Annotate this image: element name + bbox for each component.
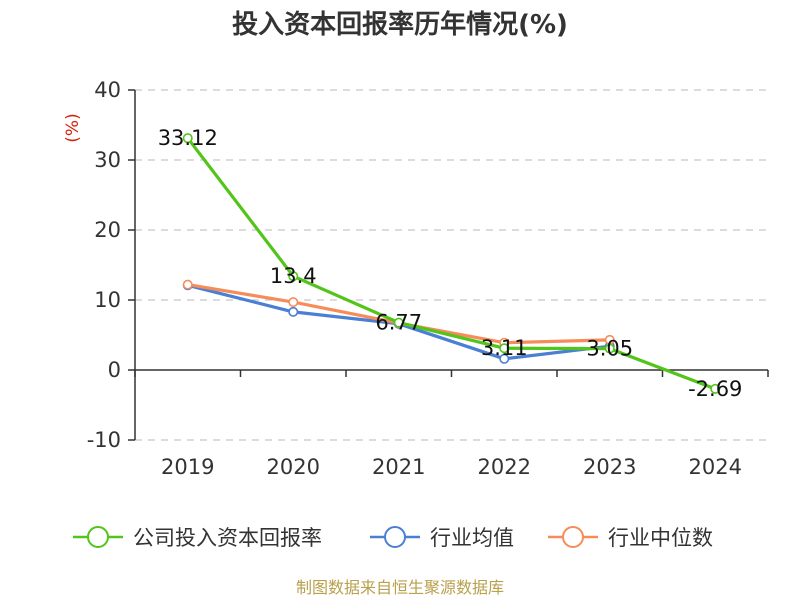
legend: 公司投入资本回报率 行业均值 行业中位数 [73, 526, 713, 550]
legend-swatch-marker [562, 526, 584, 548]
data-label: 13.4 [270, 264, 317, 288]
data-labels: 33.12 13.4 6.77 3.11 3.05 -2.69 [158, 126, 743, 401]
legend-item[interactable]: 行业中位数 [548, 526, 713, 550]
data-label: 33.12 [158, 126, 218, 150]
grid [135, 89, 768, 441]
data-point [393, 317, 404, 328]
chart-title: 投入资本回报率历年情况(%) [232, 9, 568, 40]
legend-item[interactable]: 公司投入资本回报率 [73, 526, 322, 550]
legend-label: 行业中位数 [608, 526, 713, 550]
data-label: 3.11 [481, 336, 528, 360]
data-label: 3.05 [586, 337, 633, 361]
series [182, 133, 721, 394]
legend-swatch-marker [87, 526, 109, 548]
legend-label: 行业均值 [430, 526, 514, 550]
data-point [182, 133, 193, 144]
y-tick-label: 30 [94, 148, 121, 172]
data-point [499, 343, 510, 354]
source-note: 制图数据来自恒生聚源数据库 [296, 578, 504, 597]
data-point [288, 297, 299, 308]
x-tick-label: 2019 [161, 455, 214, 479]
data-point [288, 306, 299, 317]
legend-label: 公司投入资本回报率 [133, 526, 322, 550]
data-point [604, 343, 615, 354]
x-tick-label: 2021 [372, 455, 425, 479]
data-point [182, 279, 193, 290]
series-line [186, 137, 716, 391]
data-point [288, 271, 299, 282]
y-tick-label: 0 [108, 358, 121, 382]
y-axis-unit: (%) [63, 113, 83, 142]
legend-item[interactable]: 行业均值 [370, 526, 514, 550]
data-point [499, 353, 510, 364]
data-point [710, 383, 721, 394]
axes: -10 0 10 20 30 40 2019 2020 2021 2022 2023 2024 [87, 78, 769, 479]
y-tick-label: 40 [94, 78, 121, 102]
data-label: 6.77 [375, 311, 422, 335]
x-tick-label: 2022 [478, 455, 531, 479]
data-label: -2.69 [688, 377, 742, 401]
y-tick-label: 10 [94, 288, 121, 312]
x-tick-label: 2020 [267, 455, 320, 479]
y-tick-label: -10 [87, 428, 121, 452]
y-tick-label: 20 [94, 218, 121, 242]
x-tick-label: 2024 [689, 455, 742, 479]
legend-swatch-marker [384, 526, 406, 548]
x-tick-label: 2023 [583, 455, 636, 479]
